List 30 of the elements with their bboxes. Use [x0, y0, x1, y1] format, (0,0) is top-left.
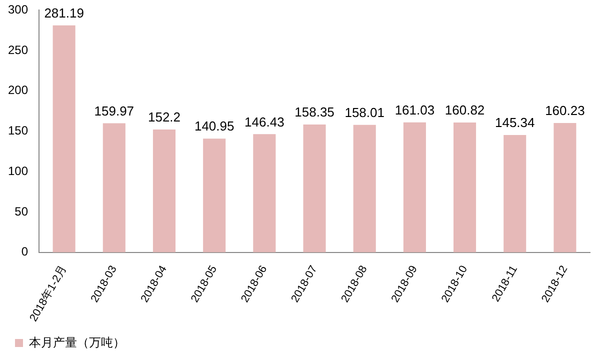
- bar: [504, 135, 526, 252]
- y-tick-label: 250: [8, 42, 28, 57]
- bar: [554, 123, 576, 252]
- y-tick-label: 150: [8, 124, 28, 138]
- bar: [52, 25, 76, 252]
- legend-label: 本月产量（万吨）: [29, 335, 125, 350]
- data-label: 140.95: [194, 118, 234, 134]
- data-label: 161.03: [394, 102, 435, 118]
- data-label: 158.35: [294, 104, 334, 120]
- data-label: 160.82: [444, 102, 485, 118]
- bar: [353, 124, 376, 252]
- data-label: 158.01: [344, 104, 384, 120]
- bar: [152, 130, 176, 252]
- data-label: 145.34: [494, 115, 535, 130]
- data-label: 281.19: [44, 5, 84, 20]
- bar: [403, 122, 426, 252]
- data-label: 159.97: [94, 103, 134, 118]
- bar: [303, 124, 326, 252]
- y-tick-label: 200: [8, 83, 28, 98]
- y-tick-label: 100: [8, 164, 28, 178]
- data-label: 146.43: [244, 114, 284, 130]
- bar: [253, 134, 276, 252]
- y-tick-label: 50: [14, 204, 28, 218]
- bar: [454, 122, 476, 252]
- data-label: 160.23: [545, 103, 585, 118]
- y-tick-label: 300: [8, 2, 28, 17]
- y-tick-label: 0: [21, 244, 28, 259]
- bar: [102, 123, 126, 252]
- bar: [203, 138, 226, 252]
- data-label: 152.2: [148, 110, 181, 125]
